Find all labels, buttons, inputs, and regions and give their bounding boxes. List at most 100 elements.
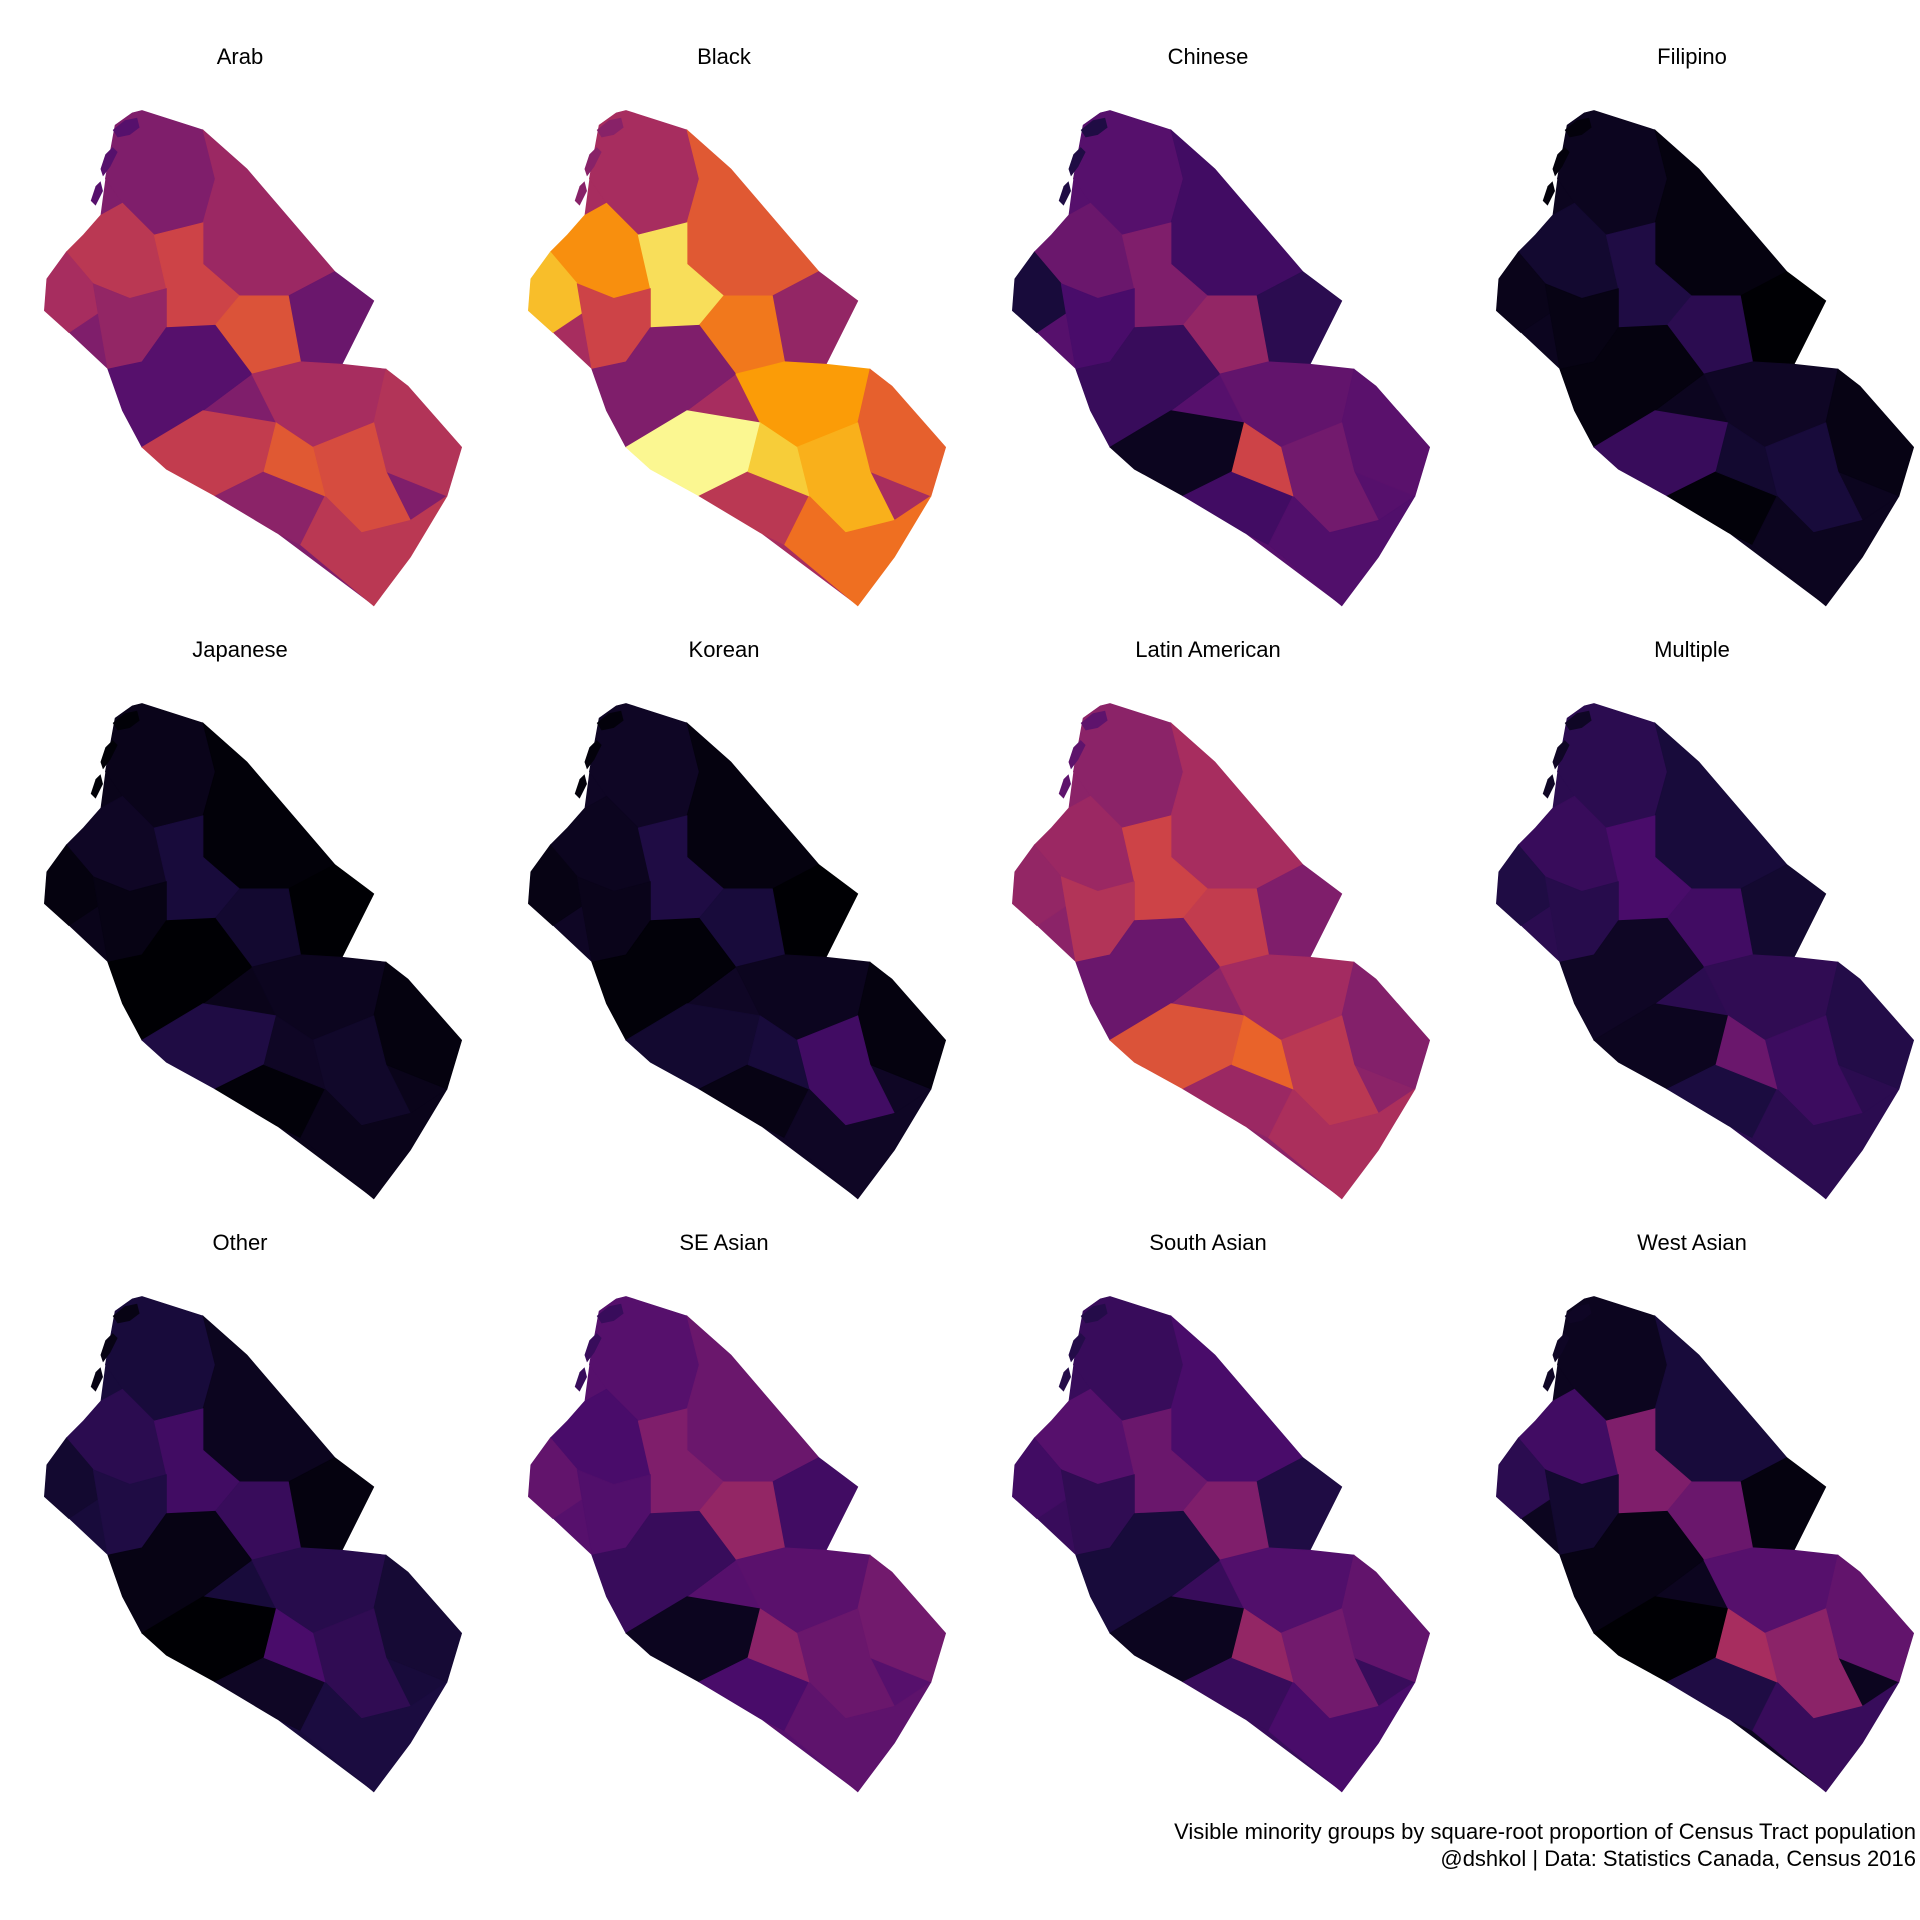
census-tract [1268, 495, 1416, 607]
island-tract [584, 740, 602, 770]
choropleth-map [1012, 1296, 1431, 1793]
island-tract [112, 710, 140, 731]
island-tract [1552, 1333, 1570, 1363]
facet-panel: Latin American [968, 593, 1448, 1200]
island-tract [1564, 117, 1592, 138]
island-tract [100, 740, 118, 770]
facet-title: Black [697, 44, 751, 69]
caption-title: Visible minority groups by square-root p… [1174, 1819, 1916, 1844]
facet-title: Latin American [1135, 637, 1281, 662]
census-tract [300, 1088, 448, 1200]
census-tract [784, 1088, 932, 1200]
island-tract [112, 1303, 140, 1324]
census-tract [300, 1681, 448, 1793]
census-tract [300, 495, 448, 607]
census-tract [1752, 495, 1900, 607]
census-tract [263, 422, 326, 497]
facet-title: Other [212, 1230, 268, 1255]
census-tract [686, 128, 820, 297]
facet-title: Filipino [1657, 44, 1727, 69]
facet-title: Chinese [1167, 44, 1249, 69]
island-tract [584, 147, 602, 177]
facet-title: Japanese [192, 637, 288, 662]
choropleth-map [1012, 703, 1431, 1200]
island-tract [1068, 147, 1086, 177]
island-tract [574, 1367, 587, 1392]
facet-panel: Black [484, 0, 964, 607]
island-tract [1068, 740, 1086, 770]
census-tract [1715, 1608, 1778, 1683]
census-tract [784, 1681, 932, 1793]
facet-panel: Filipino [1452, 0, 1920, 607]
island-tract [1080, 117, 1108, 138]
census-tract [202, 128, 336, 297]
caption-credit: @dshkol | Data: Statistics Canada, Censu… [1440, 1846, 1916, 1871]
facet-title: Arab [216, 44, 264, 69]
census-tract [1231, 1608, 1294, 1683]
census-tract [784, 495, 932, 607]
census-tract [263, 1015, 326, 1090]
island-tract [1552, 740, 1570, 770]
island-tract [90, 774, 103, 799]
island-tract [1058, 774, 1071, 799]
census-tract [1654, 721, 1788, 890]
island-tract [100, 1333, 118, 1363]
island-tract [100, 147, 118, 177]
island-tract [1542, 181, 1555, 206]
census-tract [1752, 1088, 1900, 1200]
facet-title: South Asian [1149, 1230, 1267, 1255]
census-tract [202, 1314, 336, 1483]
island-tract [584, 1333, 602, 1363]
facet-panel: Korean [484, 593, 964, 1200]
census-tract [1170, 128, 1304, 297]
island-tract [1058, 1367, 1071, 1392]
facet-panel: Multiple [1452, 593, 1920, 1200]
facet-title: Korean [688, 637, 760, 662]
island-tract [1542, 1367, 1555, 1392]
census-tract [1715, 422, 1778, 497]
island-tract [1080, 1303, 1108, 1324]
facet-panel: Arab [0, 0, 480, 607]
choropleth-map [1496, 1296, 1915, 1793]
census-tract [747, 1608, 810, 1683]
census-tract [1231, 1015, 1294, 1090]
census-tract [1170, 1314, 1304, 1483]
island-tract [596, 117, 624, 138]
island-tract [90, 181, 103, 206]
caption: Visible minority groups by square-root p… [1174, 1818, 1916, 1872]
island-tract [1068, 1333, 1086, 1363]
island-tract [112, 117, 140, 138]
choropleth-map [528, 1296, 947, 1793]
census-tract [1268, 1088, 1416, 1200]
census-tract [1715, 1015, 1778, 1090]
small-multiples-grid: Arab Black Chinese Filipino Japanese Korean La… [0, 0, 1920, 1793]
island-tract [1564, 710, 1592, 731]
island-tract [1542, 774, 1555, 799]
island-tract [1080, 710, 1108, 731]
census-tract [747, 422, 810, 497]
choropleth-map [1496, 110, 1915, 607]
choropleth-map [528, 703, 947, 1200]
census-tract [1170, 721, 1304, 890]
facet-panel: West Asian [1452, 1186, 1920, 1793]
facet-title: Multiple [1654, 637, 1730, 662]
facet-panel: South Asian [968, 1186, 1448, 1793]
census-tract [263, 1608, 326, 1683]
island-tract [574, 774, 587, 799]
island-tract [596, 1303, 624, 1324]
island-tract [596, 710, 624, 731]
facet-title: SE Asian [679, 1230, 769, 1255]
island-tract [1564, 1303, 1592, 1324]
island-tract [90, 1367, 103, 1392]
choropleth-map [44, 1296, 463, 1793]
census-tract [1752, 1681, 1900, 1793]
facet-panel: Chinese [968, 0, 1448, 607]
census-tract [747, 1015, 810, 1090]
census-tract [1268, 1681, 1416, 1793]
census-tract [686, 721, 820, 890]
island-tract [1552, 147, 1570, 177]
census-tract [1654, 128, 1788, 297]
census-tract [202, 721, 336, 890]
choropleth-map [1496, 703, 1915, 1200]
facet-title: West Asian [1637, 1230, 1747, 1255]
